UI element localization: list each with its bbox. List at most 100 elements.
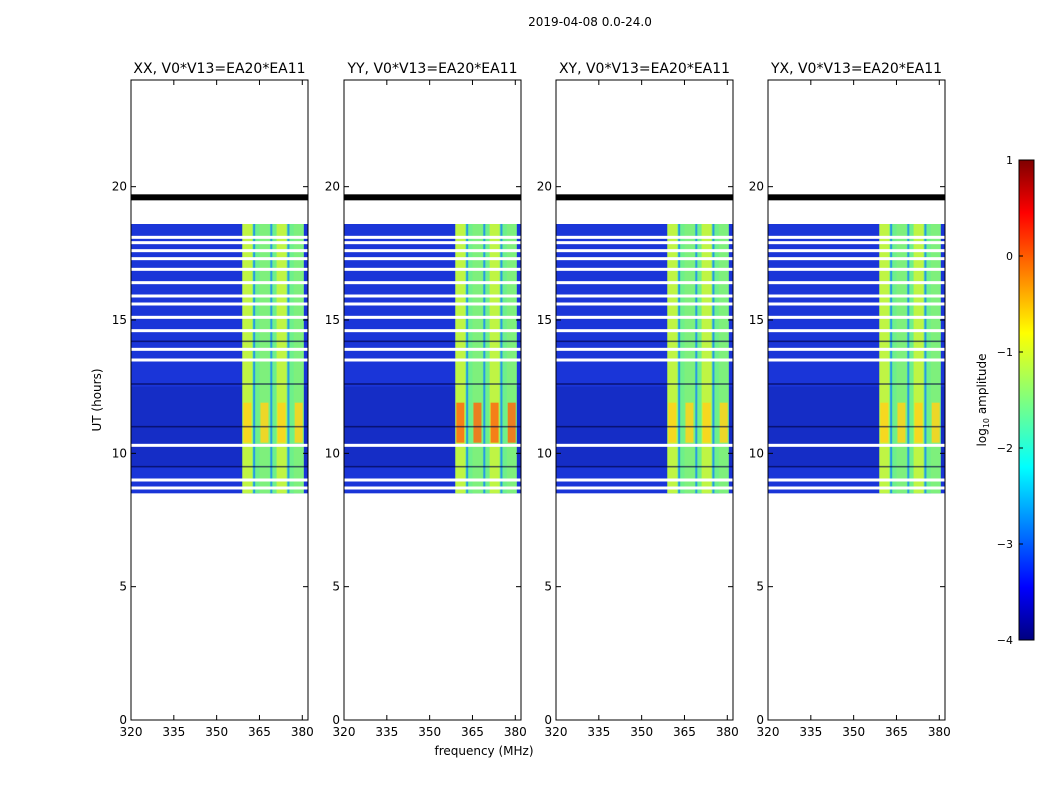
panel-1: YY, V0*V13=EA20*EA11 320 335 350 365 380 0 5 10 1…: [325, 61, 527, 739]
y-tick-label: 10: [749, 446, 764, 460]
y-tick-label: 0: [756, 713, 764, 727]
flagged-row: [556, 315, 733, 319]
colorbar-tick-label: −3: [997, 538, 1013, 551]
heatmap-peak: [456, 402, 465, 443]
flagged-row: [344, 302, 521, 306]
heatmap-peak: [702, 402, 711, 443]
figure-suptitle: 2019-04-08 0.0-24.0: [528, 15, 652, 29]
dark-row: [768, 340, 945, 343]
y-tick-label: 5: [119, 580, 127, 594]
dark-row: [344, 425, 521, 428]
flagged-row: [768, 478, 945, 482]
flagged-row: [556, 486, 733, 490]
flagged-row: [344, 241, 521, 245]
x-tick-label: 320: [333, 725, 356, 739]
colorbar: 1 0 −1 −2 −3 −4 log10 amplitude: [975, 154, 1035, 647]
flagged-black-row: [131, 194, 308, 201]
x-tick-label: 380: [928, 725, 951, 739]
flagged-row: [556, 443, 733, 447]
dark-row: [768, 383, 945, 385]
flagged-row: [556, 358, 733, 362]
flagged-row: [768, 315, 945, 319]
colorbar-gradient: [1018, 159, 1035, 641]
panel-frame: [555, 79, 734, 721]
panel-frame: [130, 79, 309, 721]
y-axis-label: UT (hours): [90, 368, 104, 431]
flagged-row: [768, 235, 945, 239]
flagged-row: [768, 267, 945, 271]
heatmap-peak: [507, 402, 516, 443]
x-tick-label: 320: [757, 725, 780, 739]
colorbar-tick-label: −2: [997, 442, 1013, 455]
heatmap-peak: [490, 402, 499, 443]
dark-row: [344, 340, 521, 343]
x-tick-label: 335: [799, 725, 822, 739]
dark-row: [556, 383, 733, 385]
panel-3: YX, V0*V13=EA20*EA11 320 335 350 365 380 0 5 10 1…: [749, 61, 951, 739]
y-tick-label: 20: [325, 180, 340, 194]
heatmap-peak: [243, 402, 252, 443]
flagged-row: [556, 241, 733, 245]
x-tick-label: 365: [673, 725, 696, 739]
flagged-row: [131, 486, 308, 490]
x-tick-label: 335: [375, 725, 398, 739]
flagged-row: [768, 302, 945, 306]
dark-row: [768, 465, 945, 468]
flagged-row: [131, 358, 308, 362]
panel-title: XX, V0*V13=EA20*EA11: [133, 61, 305, 77]
flagged-row: [344, 267, 521, 271]
flagged-row: [131, 443, 308, 447]
flagged-row: [344, 478, 521, 482]
heatmap-peak: [685, 402, 694, 443]
panel-frame: [767, 79, 946, 721]
flagged-row: [131, 249, 308, 253]
dark-row: [131, 465, 308, 468]
flagged-row: [131, 294, 308, 298]
flagged-row: [556, 347, 733, 351]
flagged-row: [344, 486, 521, 490]
flagged-row: [344, 257, 521, 261]
panel-2: XY, V0*V13=EA20*EA11 320 335 350 365 380 0 5 10 1…: [537, 61, 739, 739]
flagged-row: [768, 249, 945, 253]
flagged-row: [344, 329, 521, 333]
panel-title: YY, V0*V13=EA20*EA11: [346, 61, 517, 77]
flagged-row: [344, 315, 521, 319]
flagged-row: [131, 241, 308, 245]
flagged-row: [768, 347, 945, 351]
flagged-row: [556, 235, 733, 239]
flagged-row: [768, 294, 945, 298]
x-tick-label: 335: [162, 725, 185, 739]
flagged-row: [131, 315, 308, 319]
flagged-row: [768, 281, 945, 285]
flagged-row: [131, 235, 308, 239]
flagged-row: [344, 235, 521, 239]
y-tick-label: 5: [756, 580, 764, 594]
flagged-row: [344, 249, 521, 253]
heatmap-peak: [914, 402, 923, 443]
flagged-row: [556, 294, 733, 298]
panel-title: YX, V0*V13=EA20*EA11: [770, 61, 942, 77]
flagged-row: [768, 443, 945, 447]
flagged-row: [131, 281, 308, 285]
flagged-row: [768, 241, 945, 245]
dark-row: [556, 465, 733, 468]
heatmap-peak: [719, 402, 728, 443]
flagged-row: [344, 294, 521, 298]
flagged-row: [556, 267, 733, 271]
y-tick-label: 0: [119, 713, 127, 727]
y-tick-label: 0: [332, 713, 340, 727]
colorbar-ticks: 1 0 −1 −2 −3 −4: [997, 154, 1023, 647]
dark-row: [131, 340, 308, 343]
x-tick-label: 380: [716, 725, 739, 739]
y-tick-label: 20: [537, 180, 552, 194]
dark-row: [556, 340, 733, 343]
y-tick-label: 15: [112, 313, 127, 327]
flagged-row: [556, 249, 733, 253]
x-tick-label: 350: [630, 725, 653, 739]
dark-row: [131, 425, 308, 428]
flagged-row: [556, 478, 733, 482]
flagged-row: [768, 486, 945, 490]
y-tick-label: 5: [544, 580, 552, 594]
flagged-row: [768, 358, 945, 362]
